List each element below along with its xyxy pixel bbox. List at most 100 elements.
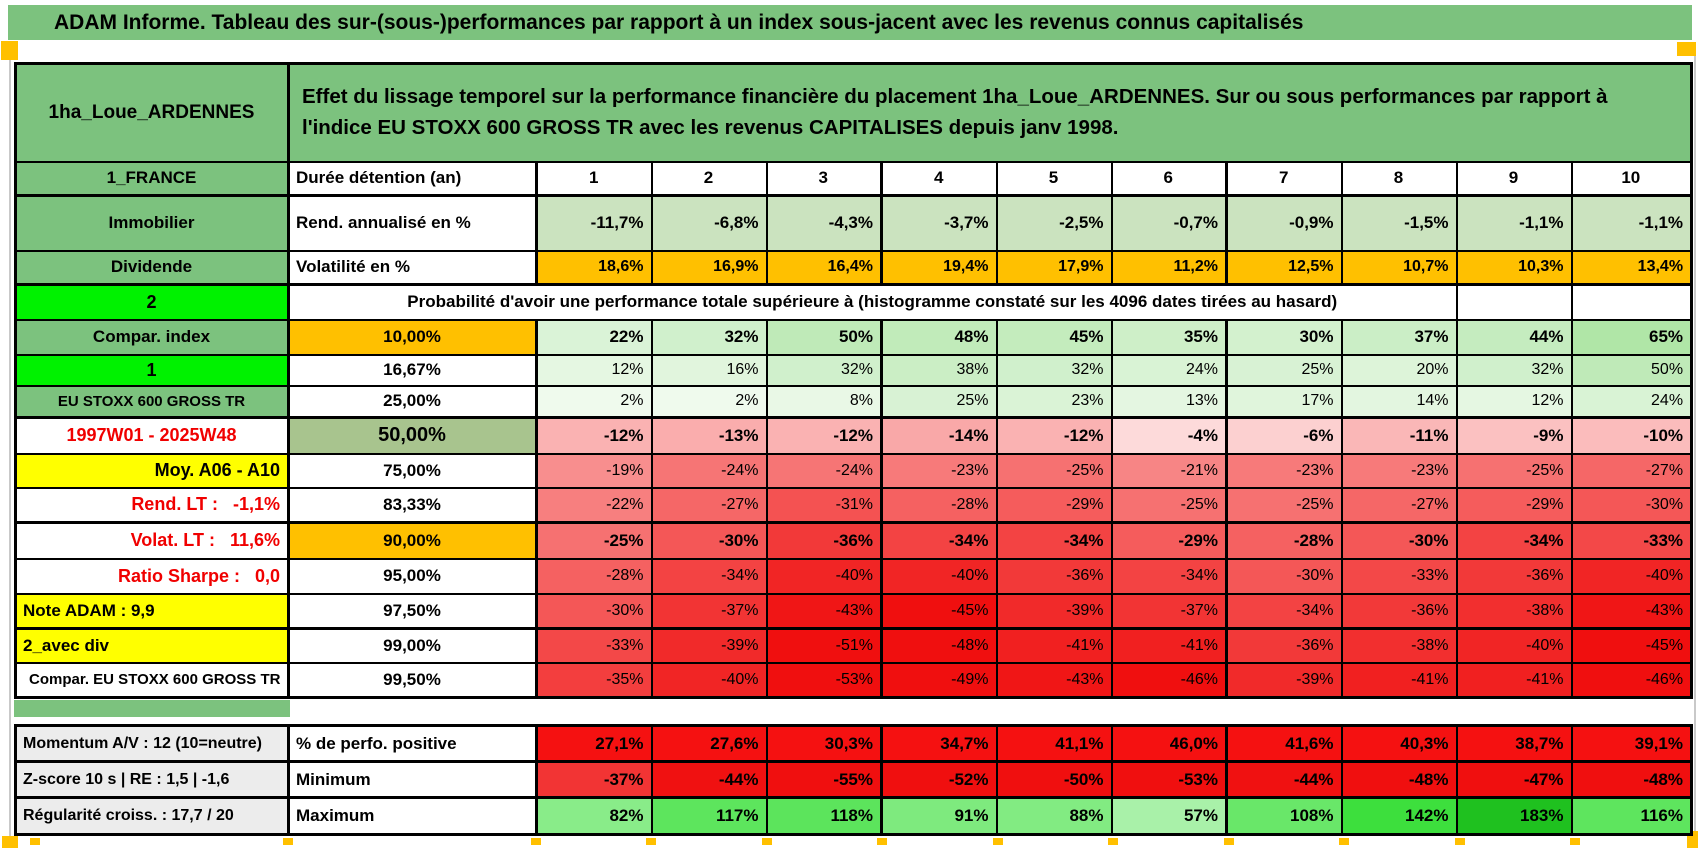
cell-minimum-3[interactable]: -55%	[765, 760, 883, 799]
cell-p97_5-5[interactable]: -39%	[995, 592, 1113, 630]
row-label-p99_5[interactable]: 99,50%	[287, 661, 538, 699]
cell-maximum-6[interactable]: 57%	[1110, 796, 1228, 836]
cell-p97_5-9[interactable]: -38%	[1455, 592, 1573, 630]
cell-maximum-2[interactable]: 117%	[650, 796, 768, 836]
cell-p83_33-8[interactable]: -27%	[1340, 486, 1458, 524]
cell-p25-2[interactable]: 2%	[650, 384, 768, 419]
cell-volatilite-5[interactable]: 17,9%	[995, 249, 1113, 286]
row-label-p25[interactable]: 25,00%	[287, 384, 538, 419]
cell-p25-6[interactable]: 13%	[1110, 384, 1228, 419]
cell-minimum-4[interactable]: -52%	[880, 760, 998, 799]
cell-p75-1[interactable]: -19%	[535, 452, 653, 489]
cell-p99-7[interactable]: -36%	[1225, 627, 1343, 664]
row-label-proba[interactable]: Probabilité d'avoir une performance tota…	[287, 283, 1458, 321]
cell-p90-2[interactable]: -30%	[650, 521, 768, 560]
cell-duree-3[interactable]: 3	[765, 160, 883, 197]
cell-perfo_pos-4[interactable]: 34,7%	[880, 724, 998, 763]
cell-p75-10[interactable]: -27%	[1570, 452, 1693, 489]
row-label-p75[interactable]: 75,00%	[287, 452, 538, 489]
cell-rend_annualise-5[interactable]: -2,5%	[995, 194, 1113, 252]
cell-p16_67-1[interactable]: 12%	[535, 353, 653, 387]
cell-p25-10[interactable]: 24%	[1570, 384, 1693, 419]
cell-p10-2[interactable]: 32%	[650, 318, 768, 356]
cell-p95-1[interactable]: -28%	[535, 557, 653, 595]
cell-p95-10[interactable]: -40%	[1570, 557, 1693, 595]
cell-p75-3[interactable]: -24%	[765, 452, 883, 489]
left-label-p97_5[interactable]: Note ADAM : 9,9	[14, 592, 290, 630]
cell-p10-10[interactable]: 65%	[1570, 318, 1693, 356]
cell-p90-5[interactable]: -34%	[995, 521, 1113, 560]
left-label-p90[interactable]: Volat. LT : 11,6%	[14, 521, 290, 560]
cell-p95-5[interactable]: -36%	[995, 557, 1113, 595]
row-label-p97_5[interactable]: 97,50%	[287, 592, 538, 630]
left-label-p75[interactable]: Moy. A06 - A10	[14, 452, 290, 489]
cell-p16_67-3[interactable]: 32%	[765, 353, 883, 387]
cell-rend_annualise-4[interactable]: -3,7%	[880, 194, 998, 252]
cell-p16_67-4[interactable]: 38%	[880, 353, 998, 387]
cell-p50-8[interactable]: -11%	[1340, 416, 1458, 455]
row-label-rend_annualise[interactable]: Rend. annualisé en %	[287, 194, 538, 252]
left-label-p50[interactable]: 1997W01 - 2025W48	[14, 416, 290, 455]
cell-volatilite-2[interactable]: 16,9%	[650, 249, 768, 286]
cell-minimum-8[interactable]: -48%	[1340, 760, 1458, 799]
cell-p95-7[interactable]: -30%	[1225, 557, 1343, 595]
cell-perfo_pos-1[interactable]: 27,1%	[535, 724, 653, 763]
left-label-maximum[interactable]: Régularité croiss. : 17,7 / 20	[14, 796, 290, 836]
cell-perfo_pos-5[interactable]: 41,1%	[995, 724, 1113, 763]
cell-volatilite-1[interactable]: 18,6%	[535, 249, 653, 286]
cell-rend_annualise-6[interactable]: -0,7%	[1110, 194, 1228, 252]
cell-p97_5-10[interactable]: -43%	[1570, 592, 1693, 630]
cell-p50-10[interactable]: -10%	[1570, 416, 1693, 455]
cell-perfo_pos-7[interactable]: 41,6%	[1225, 724, 1343, 763]
cell-perfo_pos-8[interactable]: 40,3%	[1340, 724, 1458, 763]
row-label-p99[interactable]: 99,00%	[287, 627, 538, 664]
cell-p16_67-7[interactable]: 25%	[1225, 353, 1343, 387]
cell-p99-3[interactable]: -51%	[765, 627, 883, 664]
cell-p95-9[interactable]: -36%	[1455, 557, 1573, 595]
cell-proba-9[interactable]	[1455, 283, 1573, 321]
cell-volatilite-4[interactable]: 19,4%	[880, 249, 998, 286]
cell-p50-5[interactable]: -12%	[995, 416, 1113, 455]
cell-p97_5-4[interactable]: -45%	[880, 592, 998, 630]
left-label-proba[interactable]: 2	[14, 283, 290, 321]
cell-minimum-1[interactable]: -37%	[535, 760, 653, 799]
cell-maximum-4[interactable]: 91%	[880, 796, 998, 836]
cell-p75-9[interactable]: -25%	[1455, 452, 1573, 489]
cell-p83_33-6[interactable]: -25%	[1110, 486, 1228, 524]
cell-p95-8[interactable]: -33%	[1340, 557, 1458, 595]
cell-p99_5-4[interactable]: -49%	[880, 661, 998, 699]
cell-p90-6[interactable]: -29%	[1110, 521, 1228, 560]
cell-volatilite-7[interactable]: 12,5%	[1225, 249, 1343, 286]
cell-maximum-3[interactable]: 118%	[765, 796, 883, 836]
cell-p16_67-9[interactable]: 32%	[1455, 353, 1573, 387]
cell-p99_5-7[interactable]: -39%	[1225, 661, 1343, 699]
cell-minimum-10[interactable]: -48%	[1570, 760, 1693, 799]
left-label-perfo_pos[interactable]: Momentum A/V : 12 (10=neutre)	[14, 724, 290, 763]
cell-duree-10[interactable]: 10	[1570, 160, 1693, 197]
cell-p97_5-8[interactable]: -36%	[1340, 592, 1458, 630]
cell-maximum-5[interactable]: 88%	[995, 796, 1113, 836]
cell-p99-9[interactable]: -40%	[1455, 627, 1573, 664]
cell-duree-2[interactable]: 2	[650, 160, 768, 197]
cell-p50-6[interactable]: -4%	[1110, 416, 1228, 455]
left-label-p95[interactable]: Ratio Sharpe : 0,0	[14, 557, 290, 595]
cell-p50-9[interactable]: -9%	[1455, 416, 1573, 455]
cell-perfo_pos-2[interactable]: 27,6%	[650, 724, 768, 763]
cell-p50-4[interactable]: -14%	[880, 416, 998, 455]
row-label-p90[interactable]: 90,00%	[287, 521, 538, 560]
cell-p16_67-2[interactable]: 16%	[650, 353, 768, 387]
cell-p83_33-3[interactable]: -31%	[765, 486, 883, 524]
cell-volatilite-3[interactable]: 16,4%	[765, 249, 883, 286]
cell-p97_5-2[interactable]: -37%	[650, 592, 768, 630]
cell-p25-9[interactable]: 12%	[1455, 384, 1573, 419]
cell-p25-4[interactable]: 25%	[880, 384, 998, 419]
cell-p99_5-10[interactable]: -46%	[1570, 661, 1693, 699]
cell-perfo_pos-6[interactable]: 46,0%	[1110, 724, 1228, 763]
cell-perfo_pos-9[interactable]: 38,7%	[1455, 724, 1573, 763]
left-label-rend_annualise[interactable]: Immobilier	[14, 194, 290, 252]
cell-p10-3[interactable]: 50%	[765, 318, 883, 356]
cell-p90-9[interactable]: -34%	[1455, 521, 1573, 560]
cell-duree-6[interactable]: 6	[1110, 160, 1228, 197]
left-label-p83_33[interactable]: Rend. LT : -1,1%	[14, 486, 290, 524]
cell-rend_annualise-2[interactable]: -6,8%	[650, 194, 768, 252]
